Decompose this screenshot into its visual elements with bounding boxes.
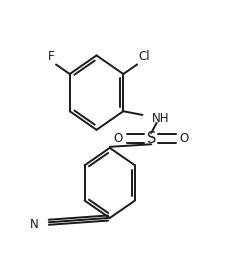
Text: NH: NH: [152, 112, 169, 125]
Text: O: O: [113, 132, 123, 145]
Text: O: O: [179, 132, 188, 145]
Text: F: F: [47, 51, 54, 63]
Text: Cl: Cl: [138, 51, 150, 63]
Text: S: S: [146, 131, 155, 146]
Text: N: N: [29, 218, 38, 231]
